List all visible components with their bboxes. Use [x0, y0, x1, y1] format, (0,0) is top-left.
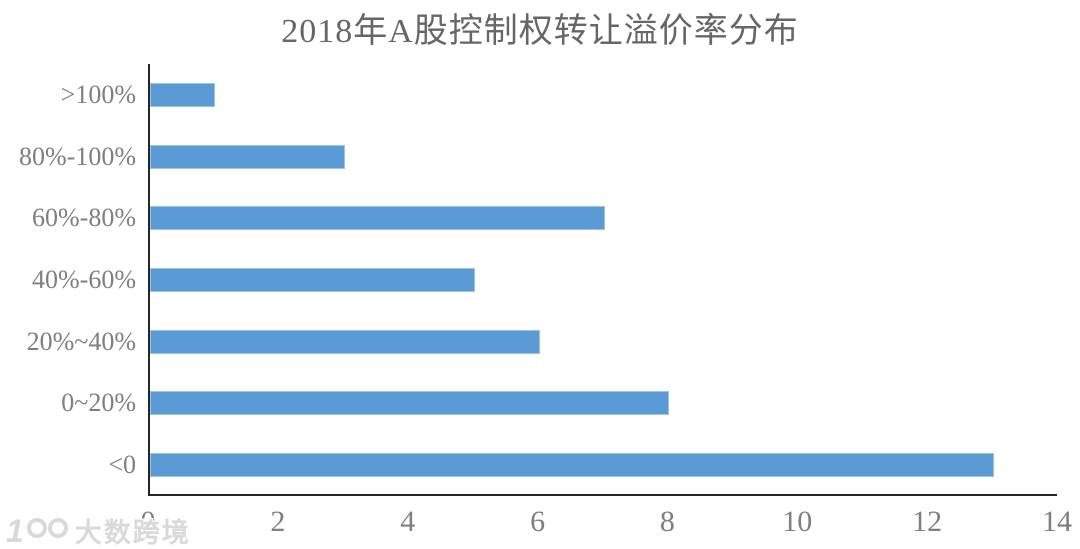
bar-20%~40% — [150, 329, 540, 354]
x-axis-tick-label: 12 — [912, 505, 943, 538]
bar-0~20% — [150, 391, 670, 416]
x-axis-tick-label: 10 — [782, 505, 813, 538]
plot-area — [148, 64, 1057, 496]
y-axis-label: 80%-100% — [19, 141, 136, 171]
watermark-text: 大数跨境 — [74, 518, 191, 548]
y-axis-label: 60%-80% — [32, 203, 136, 233]
watermark-logo-circle — [26, 517, 47, 538]
watermark: 1 大数跨境 — [6, 511, 191, 549]
bar-40%-60% — [150, 268, 475, 292]
bar-80%-100% — [150, 144, 345, 169]
bar->100% — [150, 82, 215, 107]
x-axis-tick-label: 14 — [1042, 505, 1072, 538]
x-axis-tick-label: 4 — [400, 505, 416, 538]
bar-<0 — [150, 453, 995, 478]
y-axis-label: 0~20% — [61, 388, 136, 418]
watermark-logo-circle — [47, 517, 68, 538]
x-axis-tick-label: 2 — [270, 505, 286, 538]
y-axis-label: <0 — [108, 450, 136, 480]
bar-60%-80% — [150, 206, 605, 231]
y-axis-label: 20%~40% — [26, 326, 136, 356]
y-axis-label: 40%-60% — [32, 265, 136, 294]
chart-title: 2018年A股控制权转让溢价率分布 — [281, 13, 799, 50]
x-axis-tick-label: 8 — [659, 505, 675, 538]
watermark-logo-one: 1 — [6, 512, 26, 549]
watermark-logo-icon: 1 — [6, 515, 68, 547]
x-axis-tick-label: 0 — [140, 505, 156, 538]
y-axis-label: >100% — [60, 79, 136, 109]
x-axis-tick-label: 6 — [530, 505, 546, 538]
